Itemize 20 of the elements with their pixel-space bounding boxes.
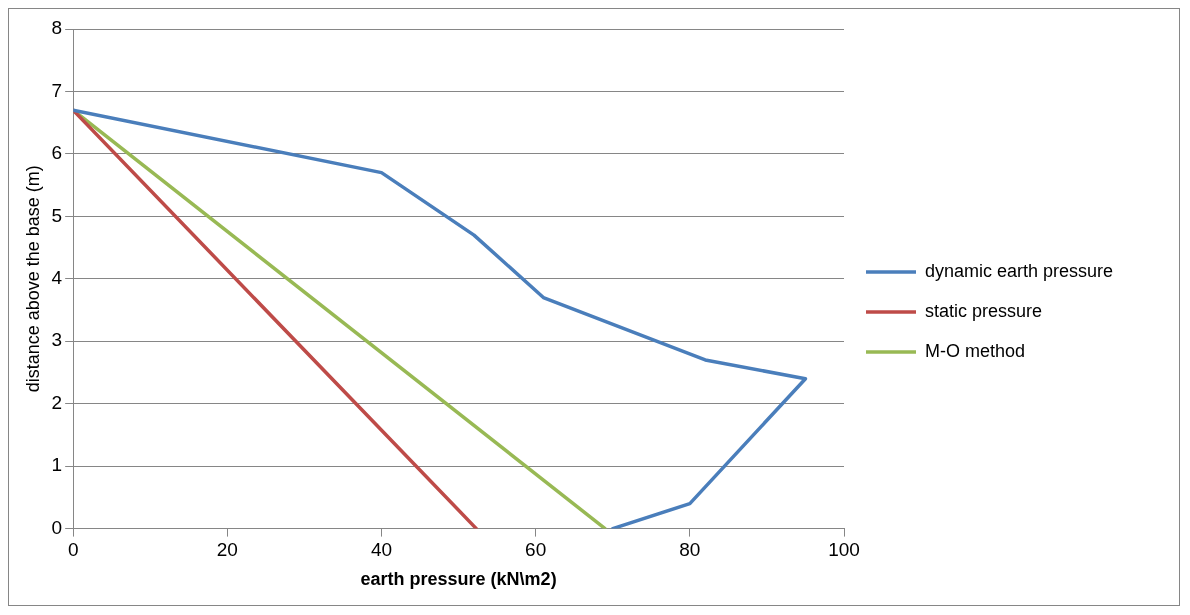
legend-label: static pressure xyxy=(925,300,1043,321)
x-axis-title: earth pressure (kN\m2) xyxy=(360,569,557,590)
x-tick-label: 20 xyxy=(216,539,238,561)
y-tick-label: 3 xyxy=(51,329,63,351)
x-tick-label: 60 xyxy=(525,539,547,561)
y-tick-label: 4 xyxy=(51,267,63,289)
y-tick-label: 7 xyxy=(51,79,63,101)
x-tick-label: 0 xyxy=(67,539,79,561)
y-tick-label: 1 xyxy=(51,454,63,476)
legend-label: dynamic earth pressure xyxy=(925,260,1114,281)
y-tick-label: 2 xyxy=(51,391,63,413)
y-tick-label: 6 xyxy=(51,142,63,164)
y-tick-label: 0 xyxy=(51,516,63,538)
y-tick-label: 5 xyxy=(51,204,63,226)
legend-label: M-O method xyxy=(925,340,1026,361)
y-tick-label: 8 xyxy=(51,17,63,39)
x-tick-label: 40 xyxy=(370,539,393,561)
y-axis-title: distance above the base (m) xyxy=(22,165,43,393)
x-tick-label: 100 xyxy=(828,539,860,561)
x-tick-label: 80 xyxy=(679,539,701,561)
